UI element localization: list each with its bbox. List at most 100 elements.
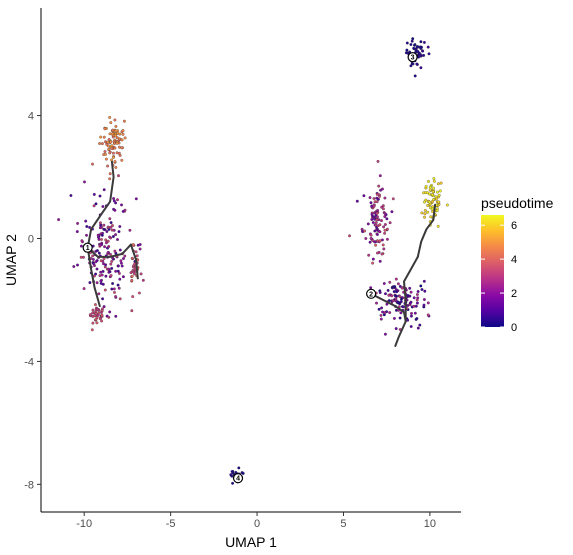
cell-point	[92, 192, 96, 196]
cell-point	[400, 286, 404, 290]
cell-point	[120, 203, 123, 207]
cell-point	[432, 179, 436, 183]
cell-point	[390, 210, 394, 214]
root-nodes: 1 2 3 4	[82, 52, 418, 484]
cell-point	[409, 64, 413, 68]
cell-point	[378, 291, 382, 294]
cell-point	[107, 267, 111, 271]
cell-point	[411, 37, 415, 41]
cell-point	[383, 228, 387, 232]
cell-point	[76, 221, 80, 225]
cell-point	[426, 204, 430, 207]
cell-point	[375, 211, 379, 215]
cell-point	[425, 191, 429, 195]
cell-point	[109, 121, 113, 125]
cell-point	[392, 290, 396, 294]
cell-point	[364, 237, 368, 240]
cell-point	[432, 177, 436, 180]
cell-point	[390, 286, 394, 290]
cell-point	[110, 132, 114, 136]
y-tick-label: 0	[28, 233, 34, 245]
cell-point	[380, 306, 384, 310]
cell-point	[134, 197, 138, 201]
root-node	[366, 288, 377, 299]
cell-point	[95, 259, 99, 262]
cell-point	[409, 43, 413, 46]
cell-point	[416, 296, 420, 300]
cell-point	[394, 277, 398, 281]
cell-point	[120, 138, 124, 142]
cell-point	[116, 131, 120, 135]
x-tick-label: 5	[340, 518, 346, 530]
cell-point	[428, 186, 432, 190]
cell-point	[116, 269, 120, 273]
cell-point	[138, 243, 142, 246]
cell-point	[436, 224, 440, 228]
cell-point	[382, 282, 386, 285]
cell-point	[115, 141, 119, 145]
cell-point	[106, 239, 110, 243]
cell-point	[375, 233, 379, 236]
cell-point	[91, 308, 95, 312]
cell-point	[91, 162, 94, 166]
cell-point	[121, 129, 125, 132]
cell-point	[102, 188, 106, 192]
cell-point	[111, 235, 115, 238]
cell-point	[427, 52, 431, 56]
cell-point	[118, 225, 122, 228]
cell-point	[117, 174, 120, 178]
cell-point	[94, 202, 98, 206]
cell-point	[69, 194, 73, 197]
cell-point	[423, 200, 426, 204]
root-node-label: 2	[369, 291, 373, 298]
cell-point	[405, 41, 409, 45]
cell-point	[95, 321, 99, 325]
cell-point	[72, 265, 76, 268]
colorbar-tick-label: 2	[511, 288, 517, 300]
cell-point	[103, 150, 107, 153]
cell-point	[102, 227, 106, 231]
cell-point	[123, 136, 127, 140]
cell-point	[104, 157, 108, 161]
colorbar-tick-label: 0	[511, 322, 517, 334]
cell-point	[430, 200, 434, 204]
cell-point	[415, 62, 419, 66]
cell-point	[370, 218, 374, 221]
cell-point	[367, 253, 371, 257]
cell-point	[100, 319, 104, 323]
cell-point	[369, 201, 373, 205]
cell-point	[111, 151, 115, 155]
cell-point	[123, 254, 127, 258]
cell-point	[348, 234, 351, 238]
cell-point	[116, 283, 120, 287]
colorbar-legend: pseudotime 0 2 4 6	[481, 195, 554, 334]
cell-point	[429, 206, 432, 210]
cell-point	[419, 54, 423, 58]
cell-point	[415, 293, 419, 296]
cell-point	[237, 466, 241, 470]
cell-point	[104, 140, 107, 144]
cell-point	[410, 311, 413, 315]
cell-point	[134, 250, 138, 254]
cell-point	[363, 229, 367, 233]
cell-point	[88, 313, 92, 317]
cell-point	[109, 252, 112, 256]
cell-point	[114, 129, 118, 133]
cell-point	[387, 293, 391, 297]
cell-point	[130, 278, 134, 282]
cell-point	[114, 165, 118, 169]
cell-point	[436, 182, 440, 186]
colorbar	[481, 215, 504, 327]
cell-point	[406, 293, 410, 297]
cell-point	[122, 119, 126, 123]
cell-point	[88, 225, 92, 229]
cell-point	[369, 286, 373, 290]
cell-point	[101, 205, 105, 208]
cell-point	[383, 332, 387, 336]
cell-point	[100, 310, 103, 314]
cell-point	[421, 49, 425, 53]
cell-point	[383, 311, 387, 315]
cell-point	[370, 213, 374, 217]
cell-point	[424, 184, 428, 188]
cell-point	[110, 266, 114, 270]
